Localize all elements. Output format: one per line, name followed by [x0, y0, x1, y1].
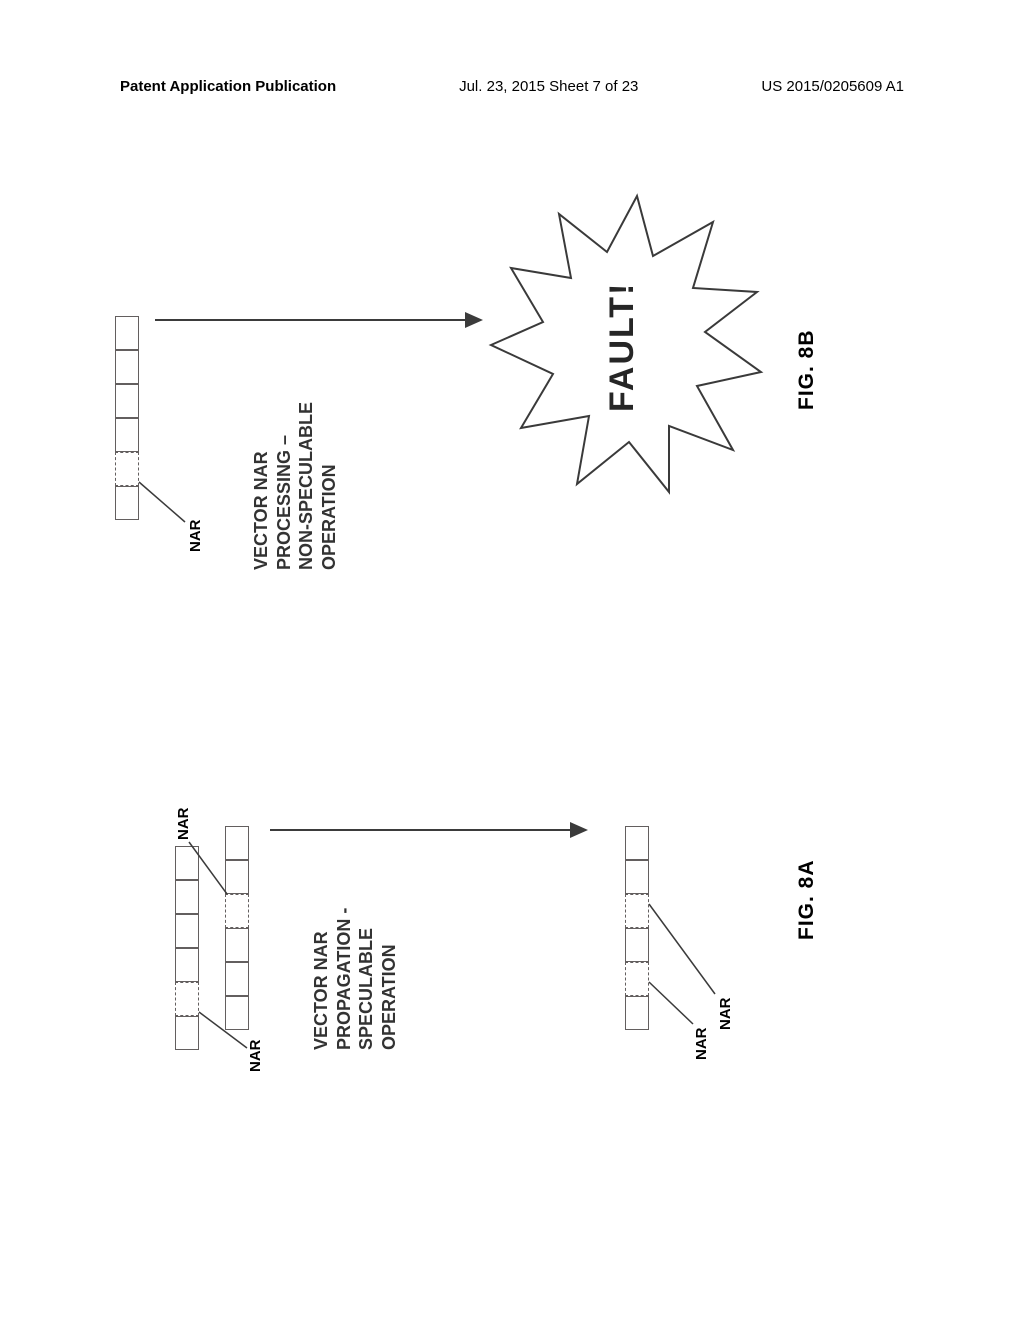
- vector-cell-nar: [625, 894, 649, 928]
- caption-line: NON-SPECULABLE: [295, 402, 318, 570]
- vector-cell: [115, 418, 139, 452]
- vector-cell: [175, 1016, 199, 1050]
- vector-cell-nar: [625, 962, 649, 996]
- fig-8b-label: FIG. 8B: [795, 329, 819, 410]
- vector-cell: [625, 860, 649, 894]
- vector-cell-nar: [115, 452, 139, 486]
- caption-line: PROCESSING –: [273, 402, 296, 570]
- leader-line: [185, 832, 230, 902]
- nar-label: NAR: [187, 520, 204, 553]
- vector-cell: [225, 996, 249, 1030]
- fig-8b: NAR VECTOR NAR PROCESSING – NON-SPECULAB…: [95, 140, 875, 610]
- nar-label: NAR: [247, 1040, 264, 1073]
- nar-label: NAR: [693, 1028, 710, 1061]
- landscape-canvas: NAR NAR VECTOR NAR PROPAGATION - SPECULA…: [95, 140, 935, 1090]
- caption-line: VECTOR NAR: [250, 402, 273, 570]
- fig-8b-input: [115, 316, 139, 520]
- fig-8a-caption: VECTOR NAR PROPAGATION - SPECULABLE OPER…: [310, 908, 400, 1050]
- fig-8a: NAR NAR VECTOR NAR PROPAGATION - SPECULA…: [135, 630, 895, 1090]
- vector-cell: [175, 914, 199, 948]
- vector-cell: [225, 962, 249, 996]
- nar-label: NAR: [175, 808, 192, 841]
- fig-8b-caption: VECTOR NAR PROCESSING – NON-SPECULABLE O…: [250, 402, 340, 570]
- vector-cell: [225, 928, 249, 962]
- page-header: Patent Application Publication Jul. 23, …: [0, 78, 1024, 95]
- vector-cell: [175, 948, 199, 982]
- nar-label: NAR: [717, 998, 734, 1031]
- caption-line: VECTOR NAR: [310, 908, 333, 1050]
- header-pubnumber: US 2015/0205609 A1: [761, 78, 904, 95]
- vector-cell: [115, 350, 139, 384]
- fig-8a-output: [625, 826, 649, 1030]
- vector-cell: [625, 928, 649, 962]
- fault-starburst: FAULT!: [485, 190, 770, 500]
- fault-text: FAULT!: [603, 282, 642, 412]
- vector-cell-nar: [175, 982, 199, 1016]
- header-sheet: Jul. 23, 2015 Sheet 7 of 23: [459, 78, 638, 95]
- caption-line: PROPAGATION -: [333, 908, 356, 1050]
- vector-cell: [115, 486, 139, 520]
- leader-line: [647, 894, 719, 1004]
- arrow-down-icon: [270, 820, 590, 840]
- vector-cell: [625, 826, 649, 860]
- caption-line: OPERATION: [378, 908, 401, 1050]
- arrow-down-icon: [155, 310, 485, 330]
- vector-cell: [115, 316, 139, 350]
- caption-line: SPECULABLE: [355, 908, 378, 1050]
- leader-line: [137, 472, 189, 532]
- caption-line: OPERATION: [318, 402, 341, 570]
- fig-8a-label: FIG. 8A: [795, 859, 819, 940]
- header-publication: Patent Application Publication: [120, 78, 336, 95]
- vector-cell: [625, 996, 649, 1030]
- vector-cell: [115, 384, 139, 418]
